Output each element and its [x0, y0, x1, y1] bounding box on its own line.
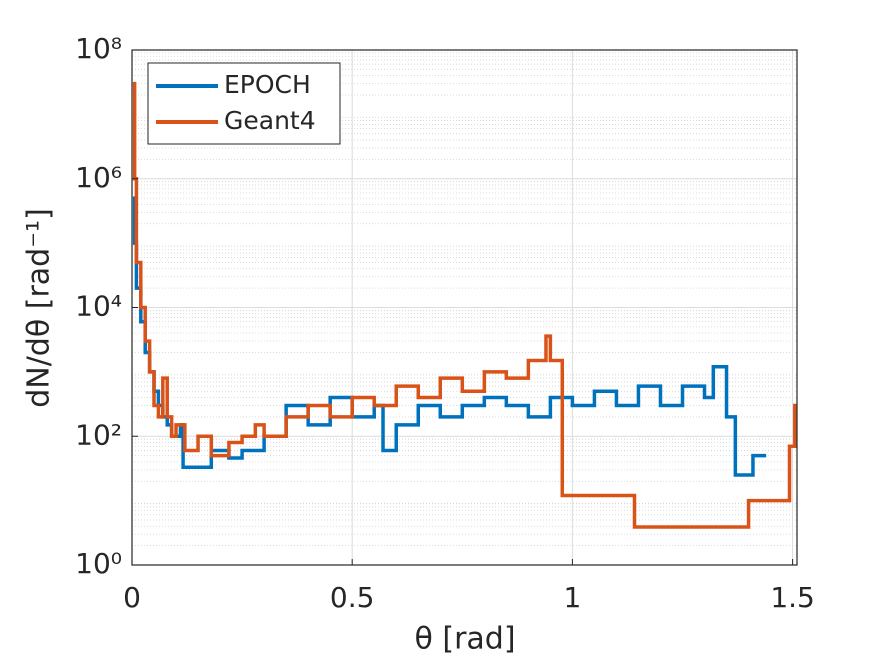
- y-tick-label: 10⁸: [75, 32, 122, 65]
- y-tick-label: 10⁰: [75, 547, 122, 580]
- y-tick-label: 10⁴: [75, 290, 122, 323]
- y-tick-label: 10⁶: [75, 161, 122, 194]
- legend: EPOCH Geant4: [147, 62, 341, 145]
- series-line: [132, 81, 797, 529]
- x-tick-label: 1: [563, 581, 581, 614]
- x-tick-label: 0.5: [330, 581, 375, 614]
- ticks: 10⁰ 10² 10⁴ 10⁶ 10⁸ 0 0.5 1 1.5: [75, 32, 815, 614]
- legend-label: EPOCH: [224, 70, 311, 99]
- x-axis-label: θ [rad]: [414, 622, 515, 657]
- y-axis-label: dN/dθ [rad⁻¹]: [22, 208, 57, 408]
- x-tick-label: 0: [123, 581, 141, 614]
- legend-box: [147, 62, 341, 145]
- lines: [132, 81, 797, 529]
- legend-label: Geant4: [224, 106, 316, 135]
- series-line: [132, 196, 767, 477]
- y-tick-label: 10²: [75, 418, 122, 451]
- x-tick-label: 1.5: [770, 581, 815, 614]
